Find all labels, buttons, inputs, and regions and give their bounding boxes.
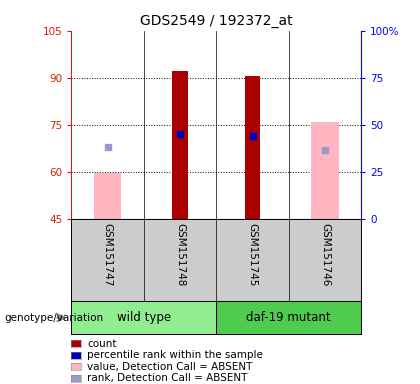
Text: percentile rank within the sample: percentile rank within the sample bbox=[87, 350, 263, 360]
Text: GSM151746: GSM151746 bbox=[320, 223, 330, 286]
Text: daf-19 mutant: daf-19 mutant bbox=[247, 311, 331, 324]
Text: count: count bbox=[87, 339, 116, 349]
Text: GSM151747: GSM151747 bbox=[102, 223, 113, 286]
Text: rank, Detection Call = ABSENT: rank, Detection Call = ABSENT bbox=[87, 373, 247, 383]
Bar bbox=[216, 301, 361, 334]
Text: wild type: wild type bbox=[117, 311, 171, 324]
Bar bbox=[172, 71, 188, 219]
Text: value, Detection Call = ABSENT: value, Detection Call = ABSENT bbox=[87, 362, 252, 372]
Text: GSM151745: GSM151745 bbox=[247, 223, 257, 286]
Text: GSM151748: GSM151748 bbox=[175, 223, 185, 286]
Bar bbox=[94, 174, 121, 219]
Bar bbox=[311, 122, 339, 219]
Bar bbox=[71, 301, 216, 334]
Text: genotype/variation: genotype/variation bbox=[4, 313, 103, 323]
Title: GDS2549 / 192372_at: GDS2549 / 192372_at bbox=[140, 14, 293, 28]
Bar bbox=[244, 76, 260, 219]
